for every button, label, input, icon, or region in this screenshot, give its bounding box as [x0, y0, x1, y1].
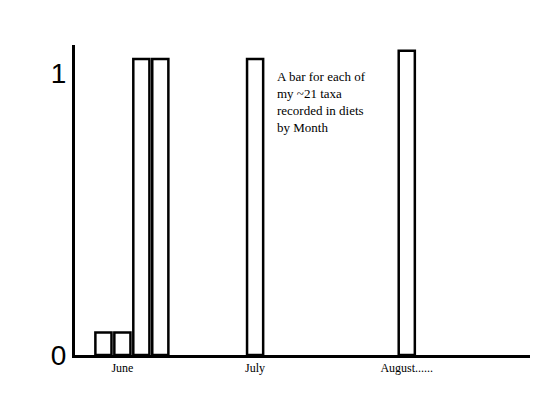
svg-text:August......: August......	[380, 361, 433, 375]
svg-text:A bar for each ofmy ~21 taxare: A bar for each ofmy ~21 taxarecorded in …	[277, 69, 366, 135]
svg-text:0: 0	[51, 340, 67, 371]
svg-text:July: July	[245, 361, 265, 375]
svg-text:1: 1	[51, 58, 67, 89]
svg-text:June: June	[111, 361, 133, 375]
